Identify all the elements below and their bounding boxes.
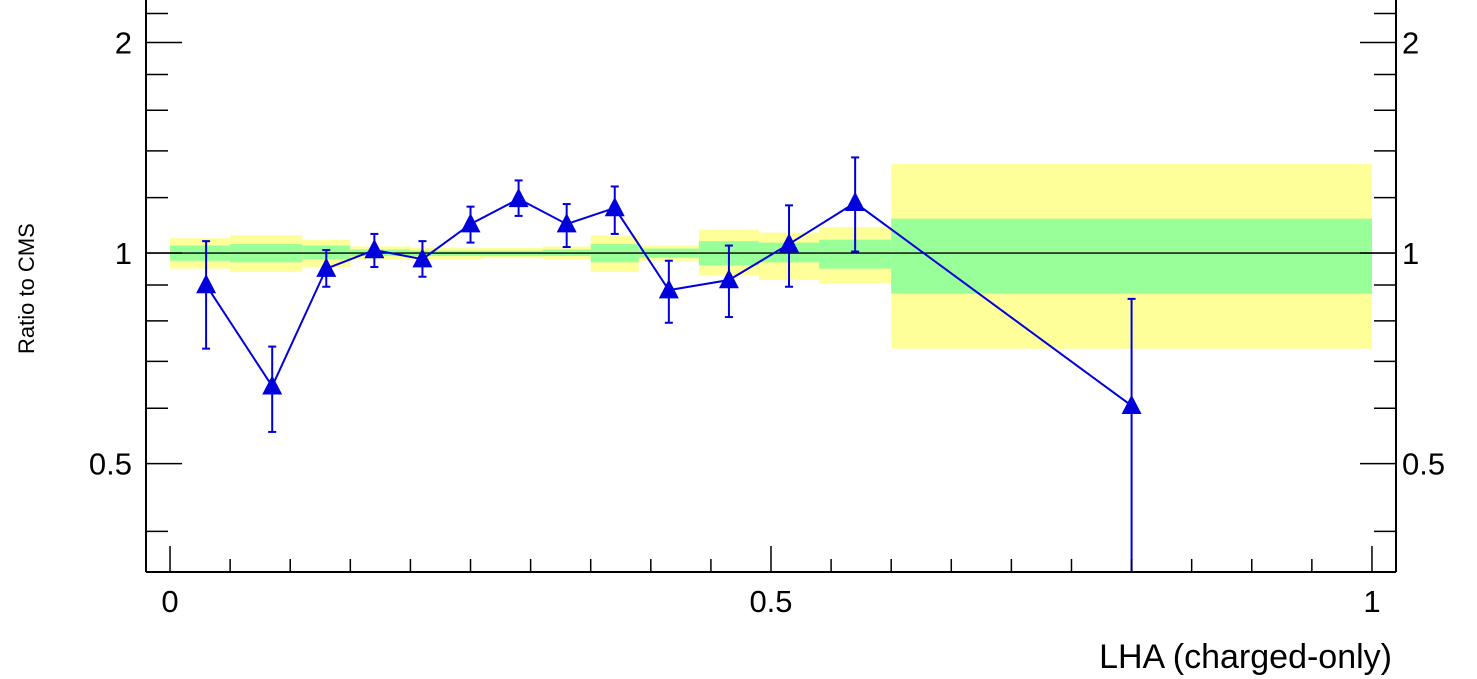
data-point-1: [262, 375, 283, 395]
x-tick-label: 1: [1363, 584, 1380, 619]
data-point-0: [196, 274, 217, 294]
data-point-5: [460, 213, 481, 233]
y-tick-label-right: 2: [1402, 25, 1419, 60]
x-tick-label: 0.5: [749, 584, 792, 619]
x-axis-ticks: 0 0.5 1: [161, 546, 1381, 619]
data-point-9: [658, 279, 679, 299]
data-point-3: [364, 239, 385, 259]
data-point-2: [316, 257, 337, 277]
data-point-12: [845, 191, 866, 212]
data-point-7: [556, 213, 577, 233]
y-tick-label-left: 2: [115, 25, 132, 60]
data-series: [196, 156, 1142, 573]
y-axis-ticks: 0.5 0.5 1 1 2 2: [89, 12, 1445, 533]
data-point-11: [779, 233, 800, 253]
data-point-13: [1121, 394, 1142, 414]
data-point-6: [508, 187, 529, 208]
y-tick-label-left: 0.5: [89, 447, 132, 482]
y-tick-label-right: 0.5: [1402, 447, 1445, 482]
y-tick-label-right: 1: [1402, 236, 1419, 271]
uncertainty-bands: [170, 164, 1372, 349]
y-tick-label-left: 1: [115, 236, 132, 271]
data-point-10: [718, 269, 739, 289]
y-axis-title: Ratio to CMS: [14, 223, 39, 354]
data-point-4: [412, 248, 433, 268]
data-point-8: [604, 196, 625, 217]
x-tick-label: 0: [161, 584, 178, 619]
x-axis-title: LHA (charged-only): [1099, 638, 1392, 676]
stat-uncertainty-band-12: [891, 218, 1372, 294]
series-line: [205, 197, 1133, 407]
